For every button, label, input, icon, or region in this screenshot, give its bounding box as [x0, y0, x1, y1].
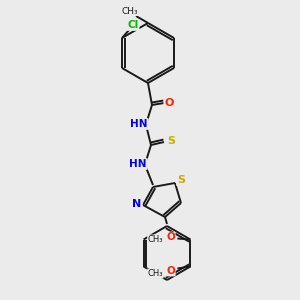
Text: S: S [177, 175, 185, 185]
Text: O: O [164, 98, 174, 108]
Text: O: O [166, 232, 175, 242]
Text: CH₃: CH₃ [122, 7, 138, 16]
Text: N: N [132, 199, 142, 209]
Text: HN: HN [130, 119, 148, 129]
Text: O: O [166, 266, 175, 275]
Text: Cl: Cl [128, 20, 139, 30]
Text: HN: HN [129, 159, 147, 169]
Text: S: S [167, 136, 175, 146]
Text: CH₃: CH₃ [148, 235, 163, 244]
Text: CH₃: CH₃ [148, 269, 163, 278]
